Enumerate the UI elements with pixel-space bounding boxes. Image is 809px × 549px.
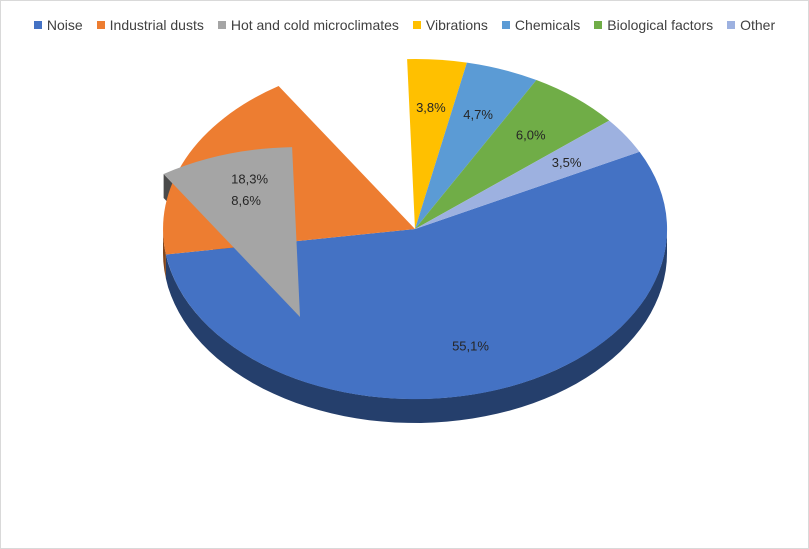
- legend-label: Chemicals: [514, 17, 581, 33]
- data-label-hot-and-cold-microclimates: 8,6%: [231, 193, 261, 208]
- legend-swatch: [412, 21, 421, 29]
- pie-slice-chemicals: [415, 62, 537, 229]
- legend-item-hot-and-cold-microclimates: Hot and cold microclimates: [217, 17, 399, 33]
- legend-label: Noise: [46, 17, 83, 33]
- legend-swatch: [501, 21, 510, 29]
- legend-item-other: Other: [727, 17, 775, 33]
- legend-item-noise: Noise: [33, 17, 83, 33]
- legend-swatch: [33, 21, 42, 29]
- legend-item-industrial-dusts: Industrial dusts: [96, 17, 204, 33]
- legend-swatch: [594, 21, 603, 29]
- data-label-industrial-dusts: 18,3%: [231, 172, 268, 187]
- pie-slice-noise: [165, 151, 668, 400]
- legend-label: Hot and cold microclimates: [230, 17, 399, 33]
- legend-swatch: [217, 21, 226, 29]
- legend-swatch: [96, 21, 105, 29]
- legend-swatch: [727, 21, 736, 29]
- legend-item-vibrations: Vibrations: [412, 17, 488, 33]
- legend-label: Other: [740, 17, 776, 33]
- legend: Noise Industrial dusts Hot and cold microc…: [1, 17, 808, 33]
- data-label-noise: 55,1%: [452, 339, 489, 354]
- pie-slice-biological-factors: [415, 80, 610, 229]
- legend-label: Biological factors: [607, 17, 714, 33]
- pie-slice-hot-and-cold-microclimates: [163, 147, 300, 317]
- data-label-biological-factors: 6,0%: [516, 128, 546, 143]
- pie-slice-vibrations: [407, 59, 467, 229]
- data-label-vibrations: 3,8%: [416, 100, 446, 115]
- legend-label: Vibrations: [425, 17, 488, 33]
- data-label-other: 3,5%: [552, 155, 582, 170]
- legend-label: Industrial dusts: [109, 17, 204, 33]
- legend-item-chemicals: Chemicals: [501, 17, 581, 33]
- pie-slice-other: [415, 120, 640, 229]
- data-label-chemicals: 4,7%: [463, 107, 493, 122]
- legend-item-biological-factors: Biological factors: [594, 17, 713, 33]
